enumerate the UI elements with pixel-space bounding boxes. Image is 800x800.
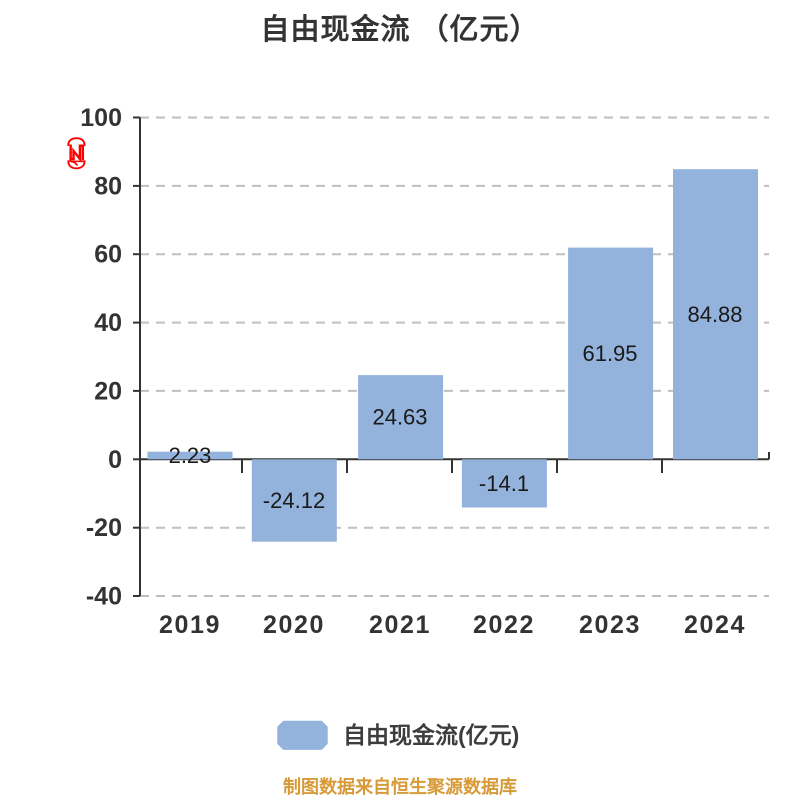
svg-text:2019: 2019 (159, 611, 221, 639)
svg-text:80: 80 (94, 172, 122, 200)
svg-text:84.88: 84.88 (687, 302, 742, 327)
svg-text:-24.12: -24.12 (263, 488, 325, 513)
svg-text:2022: 2022 (473, 611, 535, 639)
svg-text:-14.1: -14.1 (479, 471, 529, 496)
svg-text:-40: -40 (86, 583, 122, 611)
svg-text:20: 20 (94, 377, 122, 405)
svg-text:0: 0 (108, 446, 122, 474)
svg-text:2020: 2020 (263, 611, 325, 639)
svg-text:2024: 2024 (684, 611, 746, 639)
svg-text:24.63: 24.63 (372, 405, 427, 430)
svg-text:40: 40 (94, 309, 122, 337)
svg-text:60: 60 (94, 241, 122, 269)
svg-text:100: 100 (80, 104, 122, 132)
svg-text:2021: 2021 (369, 611, 431, 639)
svg-text:61.95: 61.95 (582, 341, 637, 366)
svg-text:-20: -20 (86, 514, 122, 542)
svg-text:制图数据来自恒生聚源数据库: 制图数据来自恒生聚源数据库 (283, 776, 517, 797)
svg-text:2.23: 2.23 (169, 443, 212, 468)
svg-text:自由现金流(亿元): 自由现金流(亿元) (343, 722, 519, 748)
svg-text:2023: 2023 (579, 611, 641, 639)
